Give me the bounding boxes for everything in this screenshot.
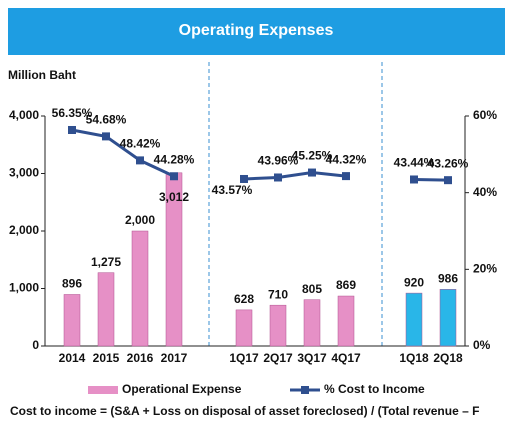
x-tick-label: 2017 [161, 351, 188, 365]
bar-value-label: 986 [438, 271, 458, 285]
line [243, 171, 347, 181]
x-tick-label: 3Q17 [297, 351, 327, 365]
line-value-label: 43.44% [394, 156, 435, 170]
line-value-label: 48.42% [120, 137, 161, 151]
bar-value-label: 1,275 [91, 255, 121, 269]
bar-value-label: 710 [268, 287, 288, 301]
chart-title: Operating Expenses [179, 22, 334, 39]
y-tick-label: 1,000 [9, 281, 39, 295]
y-axis-label: Million Baht [8, 68, 76, 82]
x-tick-label: 2016 [127, 351, 154, 365]
line-marker [444, 176, 452, 185]
bar [235, 309, 253, 347]
bar-value-label: 2,000 [125, 213, 155, 227]
line-value-label: 44.28% [154, 152, 195, 166]
bar [97, 272, 115, 347]
y-tick-label: 0 [32, 338, 39, 352]
line-value-label: 43.57% [212, 183, 253, 197]
bar [439, 289, 457, 347]
bar-value-label: 3,012 [159, 190, 189, 204]
line-value-label: 56.35% [52, 106, 93, 120]
bar-value-label: 896 [62, 277, 82, 291]
bar-value-label: 869 [336, 278, 356, 292]
legend-swatch [301, 386, 309, 394]
bar [269, 304, 287, 347]
line-marker [102, 132, 110, 141]
x-tick-label: 4Q17 [331, 351, 361, 365]
line-value-label: 43.96% [258, 154, 299, 168]
line [71, 128, 175, 178]
line-marker [274, 173, 282, 182]
bar [303, 299, 321, 347]
bar [405, 292, 423, 347]
line-marker [136, 156, 144, 165]
x-tick-label: 1Q18 [399, 351, 429, 365]
title-band [8, 8, 505, 55]
line-value-label: 45.25% [292, 149, 333, 163]
line-value-label: 44.32% [326, 152, 367, 166]
x-tick-label: 1Q17 [229, 351, 259, 365]
legend-label: % Cost to Income [324, 382, 425, 396]
y2-tick-label: 0% [473, 338, 491, 352]
legend-label: Operational Expense [122, 382, 242, 396]
line-marker [68, 125, 76, 134]
bar-value-label: 920 [404, 275, 424, 289]
line-value-label: 43.26% [428, 156, 469, 170]
x-tick-label: 2Q18 [433, 351, 463, 365]
y-tick-label: 4,000 [9, 108, 39, 122]
x-tick-label: 2014 [59, 351, 86, 365]
y-tick-label: 3,000 [9, 166, 39, 180]
bar [131, 230, 149, 347]
y2-tick-label: 60% [473, 108, 497, 122]
line-marker [410, 175, 418, 184]
y-tick-label: 2,000 [9, 223, 39, 237]
line-marker [308, 168, 316, 177]
footnote: Cost to income = (S&A + Loss on disposal… [10, 404, 479, 418]
x-tick-label: 2Q17 [263, 351, 293, 365]
bar [337, 295, 355, 347]
line-value-label: 54.68% [86, 113, 127, 127]
line-marker [170, 172, 178, 181]
line-marker [342, 172, 350, 181]
legend-swatch [88, 386, 118, 394]
line [413, 177, 449, 182]
line-marker [240, 174, 248, 183]
y2-tick-label: 20% [473, 262, 497, 276]
bar [63, 294, 81, 347]
x-tick-label: 2015 [93, 351, 120, 365]
bar-value-label: 628 [234, 292, 254, 306]
bar-value-label: 805 [302, 282, 322, 296]
y2-tick-label: 40% [473, 185, 497, 199]
